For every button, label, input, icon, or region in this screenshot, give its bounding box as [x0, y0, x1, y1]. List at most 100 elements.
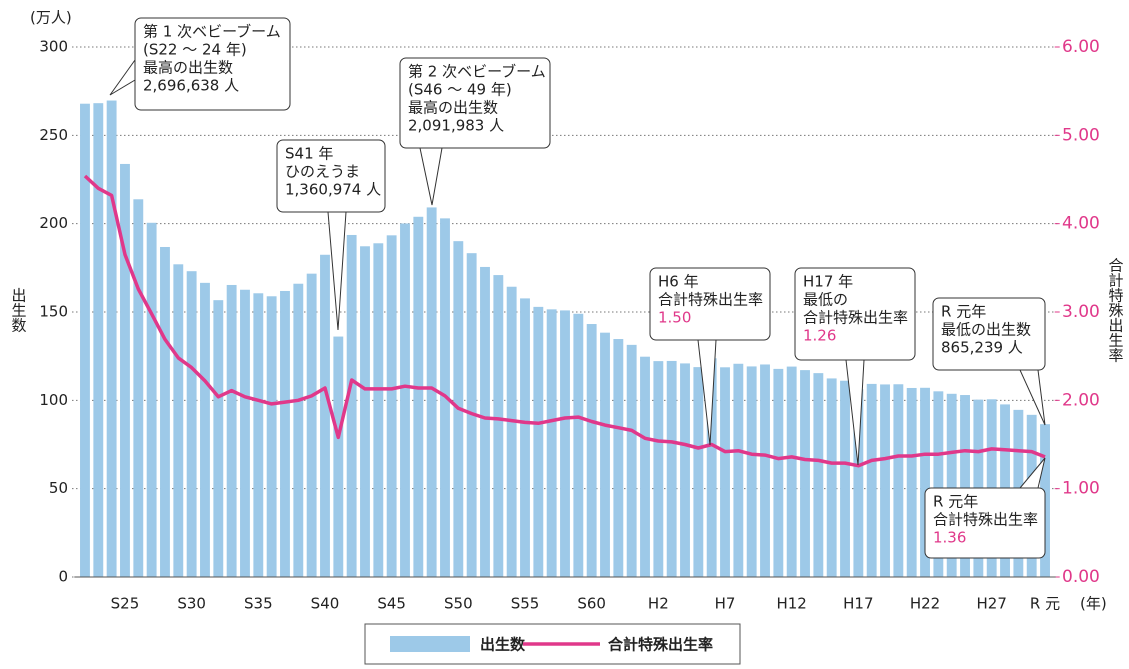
- bar: [346, 234, 357, 577]
- bar: [306, 273, 317, 577]
- callout-box: [932, 297, 1046, 371]
- callout-text: H6 年: [658, 273, 699, 291]
- callout-text: ひのえうま: [285, 163, 360, 181]
- y-tick-label: 50: [49, 479, 68, 497]
- y2-tick-label: 1.00: [1062, 479, 1100, 499]
- x-tick-label: S45: [377, 595, 406, 613]
- bar: [733, 363, 744, 577]
- x-tick-label: H27: [977, 595, 1007, 613]
- x-tick-label: H7: [715, 595, 736, 613]
- y-tick-label: 150: [39, 303, 68, 321]
- callout-text: 最高の出生数: [143, 59, 233, 77]
- bar: [386, 235, 397, 577]
- callout-text: 865,239 人: [941, 339, 1023, 357]
- bar: [333, 336, 344, 577]
- bar: [613, 339, 624, 577]
- bar: [226, 284, 237, 577]
- bar: [600, 332, 610, 577]
- bar: [746, 366, 757, 577]
- bar: [960, 395, 970, 577]
- bar: [146, 222, 157, 578]
- bar: [666, 360, 677, 577]
- y2-tick-label: 5.00: [1062, 125, 1100, 145]
- y2-tick-label: 0.00: [1062, 567, 1100, 587]
- y2-tick-label: 2.00: [1062, 390, 1100, 410]
- callout-box: [794, 267, 916, 361]
- bar: [653, 361, 664, 577]
- bar: [213, 300, 224, 577]
- bar: [586, 324, 597, 577]
- callout-box: [924, 487, 1046, 559]
- x-tick-label: R 元: [1030, 595, 1060, 613]
- callout-text: 第 1 次ベビーブーム: [143, 23, 281, 41]
- bar: [933, 391, 944, 577]
- y-tick-label: 200: [39, 214, 68, 232]
- callout-text: 1,360,974 人: [285, 181, 381, 199]
- bar: [400, 223, 410, 578]
- bar: [720, 367, 730, 577]
- x-tick-label: S35: [244, 595, 273, 613]
- x-tick-label: S50: [444, 595, 473, 613]
- x-tick-label: S55: [511, 595, 540, 613]
- callout-text: R 元年: [933, 493, 978, 511]
- bar: [80, 103, 90, 578]
- legend-label: 合計特殊出生率: [607, 636, 713, 654]
- bar: [760, 364, 770, 577]
- y2-tick-label: 3.00: [1062, 302, 1100, 322]
- callout-box: [399, 57, 551, 149]
- bar: [706, 358, 717, 577]
- bar: [253, 293, 264, 577]
- rate-line: [83, 174, 1046, 468]
- x-tick-label: H2: [648, 595, 669, 613]
- x-tick-label: H22: [910, 595, 940, 613]
- bar: [533, 306, 544, 577]
- y-axis-label: 出生数: [10, 288, 28, 333]
- bar: [893, 384, 904, 577]
- bar: [866, 383, 877, 577]
- bar: [520, 298, 530, 577]
- bar: [920, 387, 930, 577]
- x-tick-label: S40: [311, 595, 340, 613]
- x-tick-label: H12: [776, 595, 806, 613]
- bar: [560, 310, 570, 577]
- callout-value: 1.26: [803, 327, 836, 345]
- bar: [906, 387, 917, 577]
- bar: [493, 275, 504, 577]
- y-tick-label: 250: [39, 126, 68, 144]
- bar: [320, 254, 330, 577]
- y2-tick-label: 4.00: [1062, 214, 1100, 234]
- bar: [413, 216, 424, 577]
- callout-gap: [134, 60, 136, 80]
- bar: [773, 368, 784, 577]
- callout-text: 2,696,638 人: [143, 77, 239, 95]
- x-tick-label: H17: [843, 595, 873, 613]
- y2-tick-label: 6.00: [1062, 37, 1100, 57]
- callout-text: 2,091,983 人: [408, 117, 504, 135]
- callout-text: 合計特殊出生率: [803, 309, 908, 327]
- bar: [280, 290, 290, 577]
- callout-text: 最高の出生数: [408, 99, 498, 117]
- bar: [680, 363, 690, 577]
- callout-pointer: [327, 211, 347, 331]
- bar: [200, 282, 210, 577]
- callout-text: (S22 ～ 24 年): [143, 41, 247, 59]
- bar: [360, 246, 370, 577]
- bar: [133, 199, 144, 577]
- callout-box: [134, 17, 291, 111]
- bar: [546, 309, 557, 577]
- bar: [426, 207, 437, 577]
- x-tick-label: S30: [177, 595, 206, 613]
- bar: [640, 356, 650, 577]
- bar: [880, 384, 890, 577]
- bar: [626, 344, 637, 577]
- bar: [853, 389, 864, 577]
- callout-text: 最低の出生数: [941, 321, 1031, 339]
- bar: [840, 380, 850, 577]
- bar: [693, 367, 704, 577]
- y-tick-label: 0: [58, 568, 68, 586]
- bar: [240, 289, 250, 577]
- callout-box: [276, 139, 386, 213]
- bar: [186, 271, 197, 577]
- legend-swatch: [390, 636, 470, 652]
- bar: [480, 266, 490, 577]
